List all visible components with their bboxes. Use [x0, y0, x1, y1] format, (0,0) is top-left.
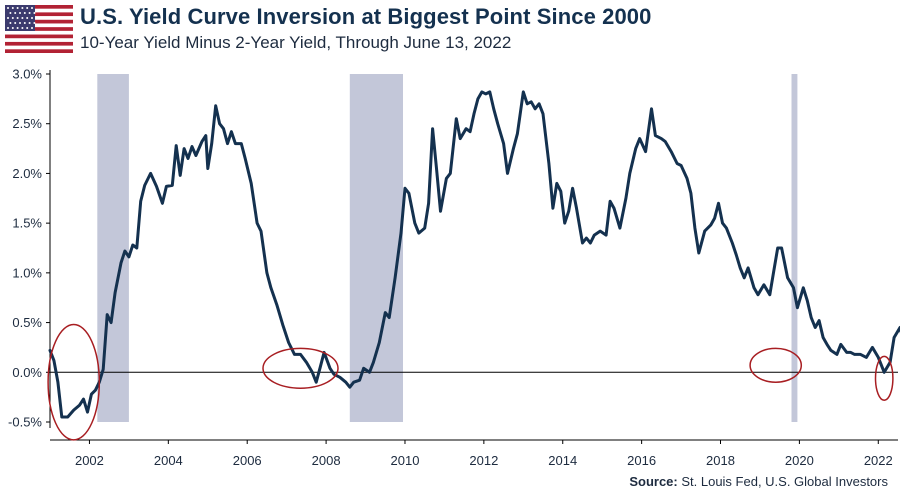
flag-star: [26, 27, 29, 29]
yield-spread-line: [48, 90, 900, 419]
x-tick-label: 2012: [469, 453, 498, 468]
y-tick-label: 3.0%: [12, 67, 42, 82]
flag-star: [23, 22, 26, 24]
flag-stars: [7, 7, 36, 29]
y-tick-label: 0.5%: [12, 315, 42, 330]
flag-star: [7, 17, 9, 19]
source-text: St. Louis Fed, U.S. Global Investors: [677, 474, 888, 489]
inversion-highlight-circle: [874, 355, 894, 401]
y-tick-label: 0.0%: [12, 365, 42, 380]
flag-star: [19, 22, 21, 24]
recession-band: [349, 74, 403, 422]
x-tick-label: 2008: [312, 453, 341, 468]
flag-star: [21, 27, 24, 29]
flag-star: [16, 7, 19, 9]
series-layer: [48, 90, 900, 419]
y-tick-label: -0.5%: [8, 415, 42, 430]
x-tick-label: 2002: [75, 453, 104, 468]
flag-star: [9, 22, 12, 24]
flag-stripe: [5, 12, 73, 17]
x-tick-label: 2010: [391, 453, 420, 468]
flag-star: [11, 7, 14, 9]
flag-star: [28, 22, 31, 24]
inversion-highlight-circle: [47, 323, 101, 441]
flag-star: [31, 27, 33, 29]
source-note: Source: St. Louis Fed, U.S. Global Inves…: [629, 474, 888, 489]
inversion-highlight-circle: [262, 347, 339, 389]
chart-subtitle: 10-Year Yield Minus 2-Year Yield, Throug…: [80, 33, 512, 52]
x-tick-label: 2004: [154, 453, 183, 468]
flag-star: [11, 27, 14, 29]
inversion-highlight-circle: [749, 347, 803, 383]
x-tick-label: 2020: [785, 453, 814, 468]
flag-star: [31, 17, 33, 19]
flag-star: [9, 12, 12, 14]
flag-stripe: [5, 34, 73, 39]
recession-band: [791, 74, 798, 422]
flag-star: [33, 22, 36, 24]
flag-stripe: [5, 19, 73, 24]
us-flag-icon: [5, 5, 73, 53]
flag-star: [7, 7, 9, 9]
flag-star: [28, 12, 31, 14]
inversion-highlights: [47, 323, 894, 441]
y-tick-label: 1.0%: [12, 265, 42, 280]
flag-star: [19, 12, 21, 14]
flag-star: [26, 7, 29, 9]
flag-star: [33, 12, 36, 14]
chart-axes: -0.5% 0.0% 0.5% 1.0% 1.5% 2.0% 2.5% 3.0% 2002 200…: [8, 67, 898, 468]
flag-star: [16, 27, 19, 29]
flag-star: [31, 7, 33, 9]
y-tick-label: 2.0%: [12, 166, 42, 181]
x-tick-label: 2018: [706, 453, 735, 468]
x-tick-label: 2016: [627, 453, 656, 468]
x-tick-label: 2014: [548, 453, 577, 468]
flag-star: [16, 17, 19, 19]
flag-star: [23, 12, 26, 14]
y-tick-label: 2.5%: [12, 116, 42, 131]
flag-star: [14, 12, 17, 14]
flag-star: [21, 7, 24, 9]
flag-star: [11, 17, 14, 19]
flag-star: [21, 17, 24, 19]
recession-bands: [97, 74, 798, 422]
flag-stripe: [5, 49, 73, 53]
flag-stripe: [5, 41, 73, 46]
x-tick-label: 2022: [864, 453, 893, 468]
x-tick-label: 2006: [233, 453, 262, 468]
flag-stripe: [5, 5, 73, 9]
source-label: Source:: [629, 474, 678, 489]
flag-star: [26, 17, 29, 19]
flag-stripe: [5, 27, 73, 31]
flag-stripes: [5, 5, 73, 53]
chart-title: U.S. Yield Curve Inversion at Biggest Po…: [80, 4, 652, 29]
flag-star: [14, 22, 17, 24]
y-tick-label: 1.5%: [12, 216, 42, 231]
flag-canton: [5, 5, 35, 31]
flag-star: [7, 27, 9, 29]
